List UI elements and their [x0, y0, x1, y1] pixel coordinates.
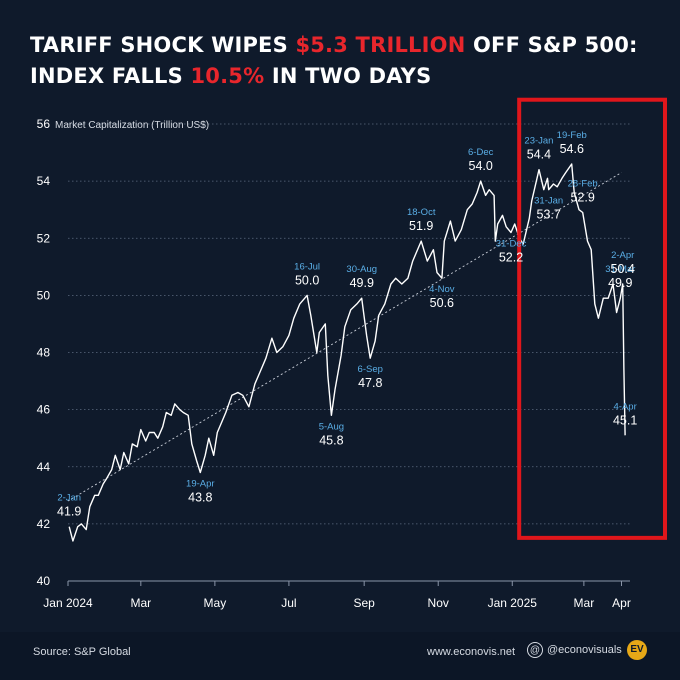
annotation-date-12: 19-Feb: [557, 130, 587, 141]
annotation-value-16: 45.1: [613, 413, 637, 427]
y-tick-label-50: 50: [37, 288, 51, 302]
annotation-value-11: 53.7: [537, 208, 561, 222]
annotation-value-4: 49.9: [350, 276, 374, 290]
annotation-value-0: 41.9: [57, 505, 81, 519]
annotation-date-4: 30-Aug: [346, 264, 377, 275]
annotation-date-7: 4-Nov: [429, 284, 455, 295]
x-tick-label-2: May: [204, 596, 227, 610]
annotation-date-11: 31-Jan: [534, 196, 563, 207]
footer: Source: S&P Global www.econovis.net @ @e…: [0, 632, 680, 680]
social-handle[interactable]: @ @econovisuals: [527, 642, 622, 658]
annotation-date-2: 16-Jul: [294, 261, 320, 272]
annotation-date-16: 4-Apr: [614, 401, 637, 412]
x-tick-label-5: Nov: [428, 596, 449, 610]
annotation-value-2: 50.0: [295, 273, 319, 287]
x-tick-label-8: Apr: [612, 596, 631, 610]
annotation-value-6: 51.9: [409, 219, 433, 233]
annotation-date-5: 6-Sep: [358, 364, 383, 375]
annotation-date-1: 19-Apr: [186, 478, 215, 489]
title-line-1: TARIFF SHOCK WIPES $5.3 TRILLION OFF S&P…: [30, 33, 638, 57]
x-tick-label-1: Mar: [130, 596, 151, 610]
x-tick-label-6: Jan 2025: [488, 596, 538, 610]
annotation-value-8: 54.0: [469, 159, 493, 173]
annotation-value-1: 43.8: [188, 490, 212, 504]
at-icon: @: [527, 642, 543, 658]
annotation-value-5: 47.8: [358, 376, 382, 390]
annotation-date-3: 5-Aug: [319, 421, 344, 432]
annotation-value-7: 50.6: [430, 296, 454, 310]
y-tick-label-48: 48: [37, 346, 51, 360]
y-tick-label-54: 54: [37, 174, 51, 188]
annotation-date-6: 18-Oct: [407, 207, 436, 218]
annotation-value-13: 52.9: [570, 191, 594, 205]
chart-title: TARIFF SHOCK WIPES $5.3 TRILLION OFF S&P…: [30, 30, 638, 92]
annotation-value-15: 50.4: [611, 262, 635, 276]
handle-text: @econovisuals: [547, 644, 622, 656]
annotation-date-8: 6-Dec: [468, 147, 494, 158]
website-link[interactable]: www.econovis.net: [427, 646, 516, 658]
annotation-date-0: 2-Jan: [57, 493, 81, 504]
y-tick-label-56: 56: [37, 117, 51, 131]
annotation-date-15: 2-Apr: [611, 250, 634, 261]
y-tick-label-42: 42: [37, 517, 51, 531]
y-tick-label-52: 52: [37, 231, 51, 245]
annotation-value-9: 52.2: [499, 251, 523, 265]
title-highlight-trillion: $5.3 TRILLION: [295, 33, 466, 57]
y-axis-title: Market Capitalization (Trillion US$): [55, 120, 209, 131]
annotation-value-3: 45.8: [319, 433, 343, 447]
y-tick-label-40: 40: [37, 574, 51, 588]
x-tick-label-3: Jul: [281, 596, 296, 610]
highlight-box: [517, 97, 668, 540]
annotation-date-9: 31-Dec: [496, 239, 527, 250]
market-cap-series-line: [68, 163, 626, 542]
annotation-value-10: 54.4: [527, 148, 551, 162]
annotation-value-12: 54.6: [560, 142, 584, 156]
annotation-date-10: 23-Jan: [524, 136, 553, 147]
econovis-logo: EV: [627, 640, 647, 660]
annotation-date-14: 31-Mar: [605, 264, 635, 275]
market-cap-chart: 40 42 44 46 48 50 52 54 56 Market Capitalization …: [37, 97, 668, 610]
x-tick-label-4: Sep: [353, 596, 375, 610]
annotation-value-14: 49.9: [608, 276, 632, 290]
trend-line: [67, 172, 622, 502]
x-tick-label-0: Jan 2024: [43, 596, 93, 610]
y-tick-label-46: 46: [37, 403, 51, 417]
annotation-date-13: 28-Feb: [568, 179, 598, 190]
title-highlight-percent: 10.5%: [190, 64, 265, 88]
source-text: Source: S&P Global: [33, 646, 131, 658]
x-tick-label-7: Mar: [574, 596, 595, 610]
y-tick-label-44: 44: [37, 460, 51, 474]
title-line-2: INDEX FALLS 10.5% IN TWO DAYS: [30, 64, 432, 88]
